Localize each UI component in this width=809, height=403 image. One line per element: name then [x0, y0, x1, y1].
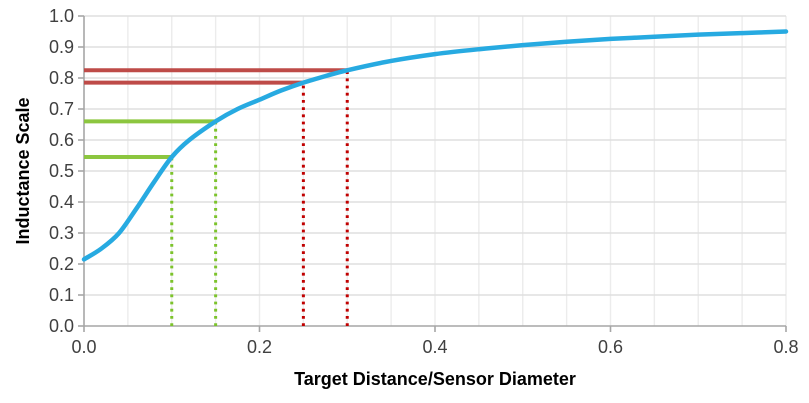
y-tick-label: 0.1	[49, 285, 74, 305]
y-tick-label: 0.7	[49, 99, 74, 119]
y-tick-label: 0.9	[49, 37, 74, 57]
x-tick-label: 0.8	[773, 337, 798, 357]
y-tick-label: 0.0	[49, 316, 74, 336]
x-axis-title: Target Distance/Sensor Diameter	[294, 369, 576, 389]
y-tick-label: 1.0	[49, 6, 74, 26]
x-tick-label: 0.6	[598, 337, 623, 357]
x-tick-label: 0.0	[71, 337, 96, 357]
y-axis-title: Inductance Scale	[13, 97, 33, 245]
y-tick-label: 0.2	[49, 254, 74, 274]
x-tick-label: 0.2	[247, 337, 272, 357]
y-tick-label: 0.5	[49, 161, 74, 181]
y-tick-label: 0.4	[49, 192, 74, 212]
y-tick-label: 0.3	[49, 223, 74, 243]
y-tick-label: 0.8	[49, 68, 74, 88]
y-tick-label: 0.6	[49, 130, 74, 150]
inductance-scale-curve	[81, 29, 789, 262]
x-tick-label: 0.4	[422, 337, 447, 357]
